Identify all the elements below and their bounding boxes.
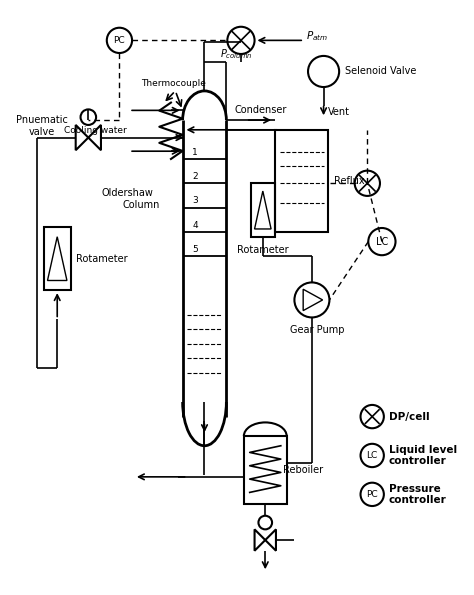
Text: 3: 3 <box>192 196 198 205</box>
Text: PC: PC <box>366 490 378 499</box>
Text: LC: LC <box>366 451 378 460</box>
Text: Selenoid Valve: Selenoid Valve <box>345 67 416 77</box>
Text: DP/cell: DP/cell <box>389 412 429 422</box>
Text: Condenser: Condenser <box>234 105 286 115</box>
Text: Cooling water: Cooling water <box>64 126 127 135</box>
Text: Oldershaw: Oldershaw <box>101 188 154 198</box>
Text: LC: LC <box>376 237 388 246</box>
Text: controller: controller <box>389 495 447 505</box>
Text: Liquid level: Liquid level <box>389 444 457 455</box>
Text: controller: controller <box>389 456 447 466</box>
Text: $P_{column}$: $P_{column}$ <box>220 47 252 61</box>
Text: valve: valve <box>28 127 55 137</box>
Text: 2: 2 <box>192 172 198 181</box>
Text: 1: 1 <box>192 148 198 156</box>
Text: Rotameter: Rotameter <box>237 245 289 255</box>
Bar <box>244 436 287 504</box>
Text: Gear Pump: Gear Pump <box>290 325 344 335</box>
Text: Thermocouple: Thermocouple <box>141 79 206 87</box>
Text: Vent: Vent <box>328 107 349 117</box>
Text: PC: PC <box>114 36 125 45</box>
Bar <box>44 227 71 290</box>
Bar <box>275 130 328 232</box>
Text: Rotameter: Rotameter <box>76 253 128 264</box>
Text: Reflux: Reflux <box>334 176 365 186</box>
Text: 4: 4 <box>192 221 198 230</box>
Text: Pnuematic: Pnuematic <box>16 115 68 125</box>
Text: $P_{atm}$: $P_{atm}$ <box>306 30 328 43</box>
Bar <box>251 183 275 237</box>
Text: Pressure: Pressure <box>389 484 440 493</box>
Text: Column: Column <box>123 200 160 209</box>
Text: 5: 5 <box>192 245 198 254</box>
Text: Reboiler: Reboiler <box>283 465 323 475</box>
